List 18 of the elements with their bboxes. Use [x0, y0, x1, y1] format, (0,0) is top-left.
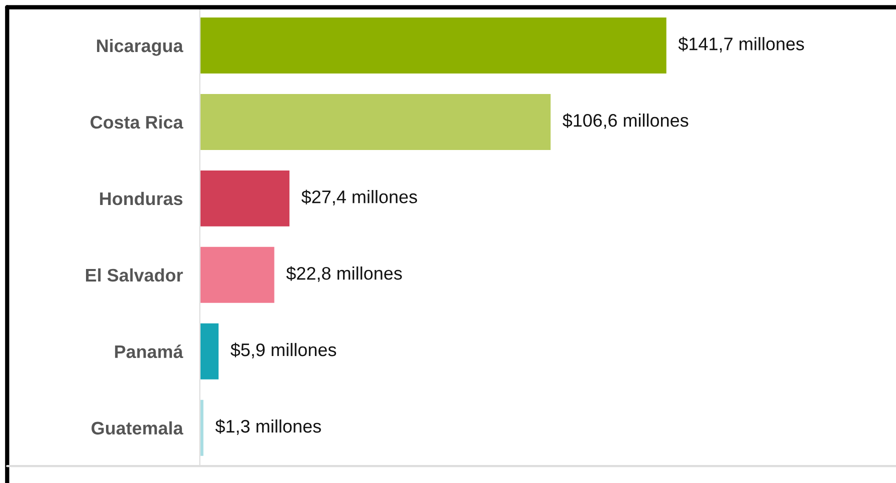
data-label: $141,7 millones: [678, 36, 804, 52]
data-label: $1,3 millones: [215, 419, 321, 435]
y-tick-label: Guatemala: [92, 421, 184, 435]
bar: [200, 92, 552, 152]
data-label: $5,9 millones: [230, 342, 336, 358]
data-label: $106,6 millones: [562, 113, 688, 129]
y-tick-label: El Salvador: [86, 268, 183, 282]
bar: [200, 398, 205, 458]
data-label: $27,4 millones: [301, 190, 418, 206]
y-tick-label: Panamá: [115, 344, 184, 358]
y-tick-label: Costa Rica: [90, 115, 184, 129]
bar: [200, 169, 291, 228]
y-tick-label: Honduras: [100, 192, 182, 206]
bar: [200, 16, 668, 75]
data-label: $22,8 millones: [286, 266, 402, 282]
bar: [200, 246, 276, 304]
bar: [200, 322, 220, 381]
y-tick-label: Nicaragua: [97, 38, 184, 56]
